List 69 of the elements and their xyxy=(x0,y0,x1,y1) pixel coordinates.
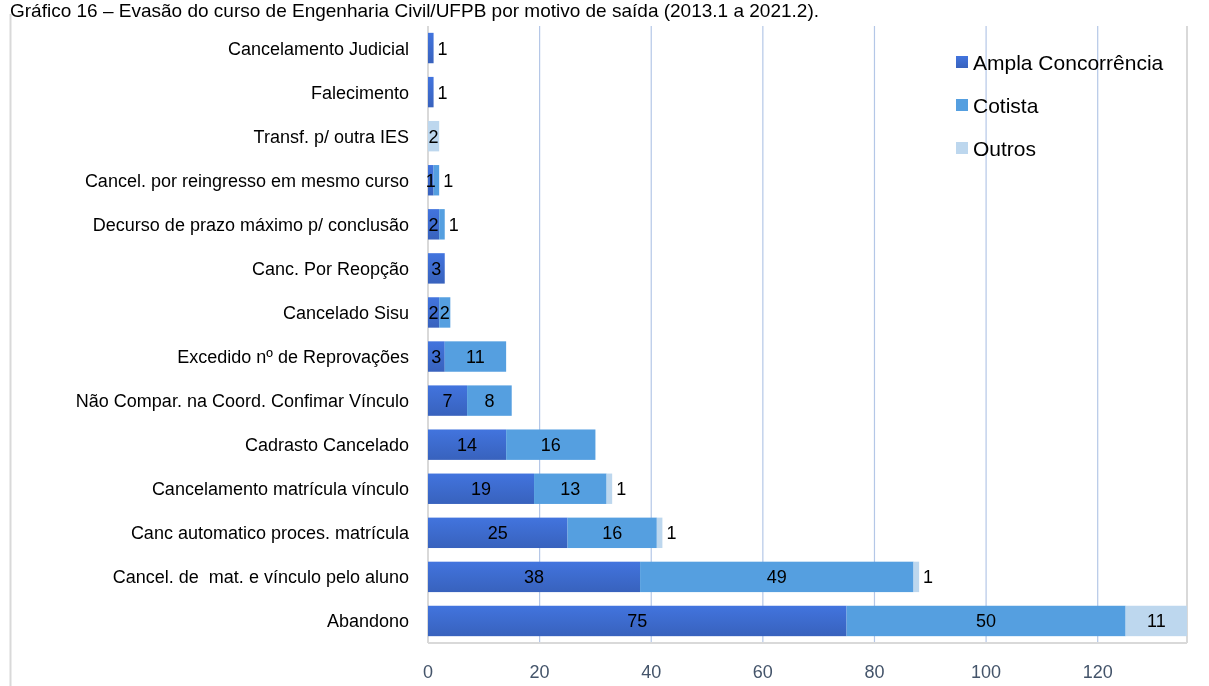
data-label: 2 xyxy=(428,126,439,147)
data-label: 75 xyxy=(627,611,648,632)
bar xyxy=(428,385,468,416)
bar xyxy=(428,429,507,460)
data-label: 13 xyxy=(560,479,581,500)
y-tick-label: Abandono xyxy=(326,611,409,632)
x-tick-label: 0 xyxy=(422,662,434,683)
bar xyxy=(846,605,1126,637)
data-label: 1 xyxy=(448,214,459,235)
data-label: 2 xyxy=(428,214,439,235)
bar xyxy=(439,209,445,240)
data-label: 16 xyxy=(602,523,623,544)
bar xyxy=(1125,605,1187,637)
data-label: 8 xyxy=(484,391,495,412)
data-label: 3 xyxy=(431,347,442,368)
data-label: 50 xyxy=(976,611,997,632)
data-label: 1 xyxy=(666,523,677,544)
data-label: 7 xyxy=(442,391,453,412)
legend-label: Outros xyxy=(973,136,1037,160)
data-label: 16 xyxy=(540,435,561,456)
y-tick-label: Cancelamento Judicial xyxy=(227,38,409,59)
x-tick-label: 80 xyxy=(864,662,885,683)
data-label: 1 xyxy=(616,479,627,500)
bar xyxy=(506,429,596,460)
data-label: 38 xyxy=(524,567,545,588)
bar xyxy=(428,605,847,637)
bar xyxy=(428,517,568,549)
y-tick-label: Não Compar. na Coord. Confimar Vínculo xyxy=(75,391,409,412)
bar xyxy=(467,385,512,416)
bar xyxy=(444,341,507,372)
data-label: 1 xyxy=(443,170,454,191)
y-tick-label: Transf. p/ outra IES xyxy=(253,126,409,147)
y-tick-label: Canc. Por Reopção xyxy=(251,258,409,279)
x-tick-label: 100 xyxy=(971,662,1002,683)
data-label: 49 xyxy=(766,567,787,588)
chart-title: Gráfico 16 – Evasão do curso de Engenharia Civil/UFPB por motivo de saída (2013.1 a 2021.2). xyxy=(10,0,820,21)
y-tick-label: Cancel. de mat. e vínculo pelo aluno xyxy=(112,567,409,588)
bar xyxy=(428,76,434,108)
data-label: 11 xyxy=(1146,611,1166,632)
data-label: 11 xyxy=(466,347,485,368)
data-label: 25 xyxy=(487,523,508,544)
x-tick-label: 120 xyxy=(1082,662,1113,683)
bar xyxy=(640,561,914,593)
x-tick-label: 60 xyxy=(752,662,773,683)
y-tick-label: Cancelamento matrícula vínculo xyxy=(151,479,409,500)
bar xyxy=(428,473,535,504)
data-label: 1 xyxy=(923,567,934,588)
data-label: 2 xyxy=(439,302,450,323)
data-label: 2 xyxy=(428,302,439,323)
y-tick-label: Cancelado Sisu xyxy=(282,302,409,323)
data-label: 1 xyxy=(437,82,448,103)
y-tick-label: Cancel. por reingresso em mesmo curso xyxy=(84,170,409,191)
data-label: 3 xyxy=(431,258,442,279)
data-label: 1 xyxy=(437,38,448,59)
legend-label: Cotista xyxy=(973,93,1039,117)
y-tick-label: Falecimento xyxy=(310,82,409,103)
y-tick-label: Canc automatico proces. matrícula xyxy=(130,523,410,544)
bar xyxy=(534,473,607,504)
x-tick-label: 20 xyxy=(529,662,550,683)
x-tick-label: 40 xyxy=(641,662,662,683)
bar xyxy=(428,561,641,593)
y-tick-label: Cadrasto Cancelado xyxy=(244,435,409,456)
y-tick-label: Decurso de prazo máximo p/ conclusão xyxy=(92,214,409,235)
bar xyxy=(428,32,434,64)
data-label: 14 xyxy=(457,435,478,456)
legend-label: Ampla Concorrência xyxy=(973,50,1164,74)
data-label: 19 xyxy=(471,479,492,500)
bar xyxy=(567,517,657,549)
y-tick-label: Excedido nº de Reprovações xyxy=(177,347,409,368)
